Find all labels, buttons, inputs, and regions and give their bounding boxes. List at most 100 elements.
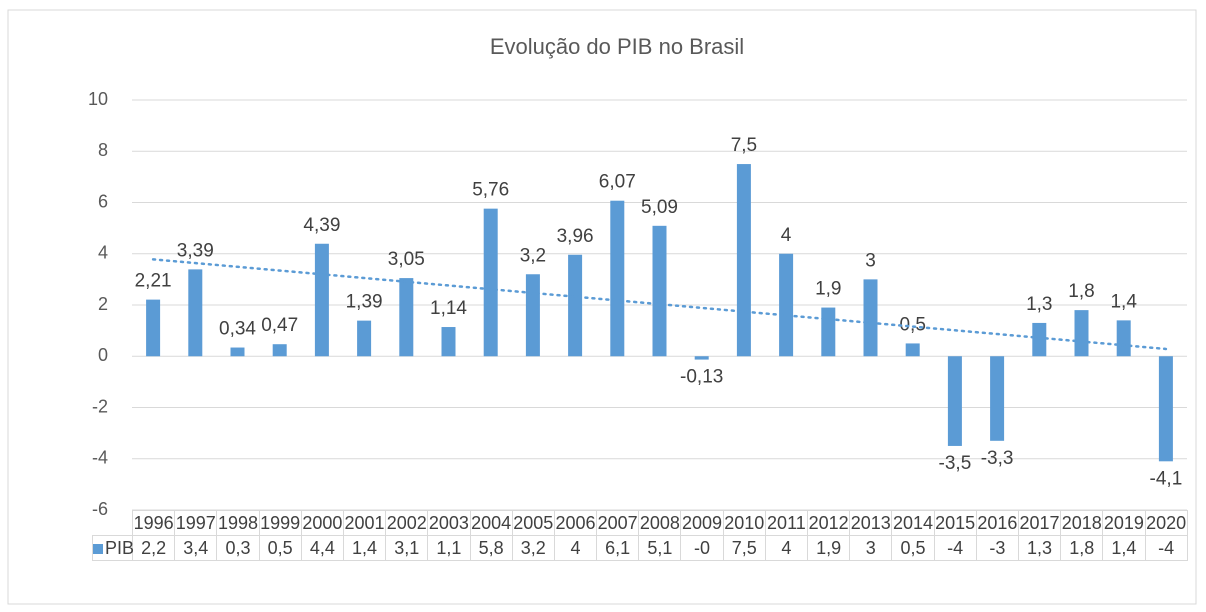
table-value: 0,3 bbox=[216, 535, 260, 561]
data-label: 3,39 bbox=[177, 240, 214, 261]
x-tick-label: 2005 bbox=[511, 510, 555, 536]
data-table: 1996 1997 1998 1999 2000 2001 2002 2003 2004 2005… bbox=[92, 510, 1188, 561]
table-value: 1,9 bbox=[806, 535, 851, 561]
data-label: 6,07 bbox=[599, 172, 636, 193]
bar bbox=[188, 269, 203, 357]
data-label: 0,34 bbox=[219, 319, 256, 340]
x-tick-label: 1997 bbox=[174, 510, 218, 536]
data-label: 3,96 bbox=[557, 226, 594, 247]
table-value: 6,1 bbox=[596, 535, 640, 561]
x-tick-label: 2001 bbox=[342, 510, 387, 536]
bar bbox=[905, 343, 920, 357]
data-label: 3,2 bbox=[520, 245, 546, 266]
bar bbox=[314, 243, 329, 357]
bar bbox=[1074, 310, 1089, 357]
y-tick-label: 8 bbox=[98, 140, 108, 160]
chart-border bbox=[7, 9, 1197, 605]
bar bbox=[610, 200, 625, 357]
data-label: 1,3 bbox=[1026, 294, 1052, 315]
x-tick-label: 2011 bbox=[764, 510, 809, 536]
table-value: 3,2 bbox=[511, 535, 555, 561]
bar bbox=[990, 356, 1005, 441]
table-value: 3,4 bbox=[174, 535, 218, 561]
x-tick-label: 2017 bbox=[1017, 510, 1062, 536]
bar bbox=[694, 356, 709, 360]
bar bbox=[947, 356, 962, 446]
x-tick-label: 2006 bbox=[553, 510, 598, 536]
data-label: 4 bbox=[781, 225, 792, 246]
table-value: 1,4 bbox=[342, 535, 387, 561]
bar bbox=[736, 164, 751, 357]
table-value: 3 bbox=[849, 535, 893, 561]
legend-key bbox=[93, 544, 103, 554]
x-tick-label: 2018 bbox=[1060, 510, 1104, 536]
y-tick-label: -4 bbox=[92, 448, 108, 468]
bar bbox=[399, 278, 414, 357]
data-label: 3,05 bbox=[388, 249, 425, 270]
data-label: -3,3 bbox=[981, 448, 1014, 469]
x-tick-label: 1999 bbox=[258, 510, 302, 536]
data-label: 0,5 bbox=[899, 314, 925, 335]
table-value: 4 bbox=[764, 535, 809, 561]
table-value: 7,5 bbox=[722, 535, 766, 561]
x-tick-label: 2002 bbox=[385, 510, 429, 536]
bar bbox=[652, 225, 667, 357]
bar bbox=[272, 344, 287, 357]
bar bbox=[821, 307, 836, 357]
table-value: 0,5 bbox=[891, 535, 935, 561]
y-tick-label: 6 bbox=[98, 191, 108, 211]
x-tick-label: 2019 bbox=[1102, 510, 1146, 536]
y-tick-label: 0 bbox=[98, 345, 108, 365]
data-label: 5,76 bbox=[472, 180, 509, 201]
data-label: 1,4 bbox=[1110, 291, 1137, 312]
table-value: 4,4 bbox=[300, 535, 344, 561]
x-tick-label: 2000 bbox=[300, 510, 344, 536]
table-value: -0 bbox=[680, 535, 724, 561]
x-tick-label: 1998 bbox=[216, 510, 260, 536]
table-value: 3,1 bbox=[385, 535, 429, 561]
bar bbox=[441, 327, 456, 357]
table-value: 5,8 bbox=[469, 535, 513, 561]
data-label: 2,21 bbox=[135, 271, 172, 292]
table-corner bbox=[92, 510, 133, 536]
table-value: -4 bbox=[1144, 535, 1188, 561]
data-label: -3,5 bbox=[939, 453, 972, 474]
x-tick-label: 2014 bbox=[891, 510, 935, 536]
bar bbox=[568, 254, 583, 357]
data-label: 5,09 bbox=[641, 197, 678, 218]
bar bbox=[779, 253, 794, 357]
bar bbox=[1158, 356, 1173, 462]
x-tick-label: 2016 bbox=[975, 510, 1019, 536]
data-label: -0,13 bbox=[680, 367, 723, 388]
chart-title: Evolução do PIB no Brasil bbox=[490, 34, 744, 59]
bar bbox=[230, 347, 245, 357]
bar bbox=[1116, 320, 1131, 357]
bar bbox=[483, 208, 498, 357]
table-value: 2,2 bbox=[131, 535, 176, 561]
y-tick-label: 2 bbox=[98, 294, 108, 314]
data-label: 1,8 bbox=[1068, 281, 1094, 302]
bar bbox=[1032, 322, 1047, 357]
x-tick-label: 2010 bbox=[722, 510, 766, 536]
x-tick-label: 1996 bbox=[131, 510, 176, 536]
table-value: 1,4 bbox=[1102, 535, 1146, 561]
data-label: 7,5 bbox=[731, 135, 757, 156]
trendline bbox=[151, 258, 1168, 351]
data-label: 1,9 bbox=[815, 279, 841, 300]
y-tick-label: -2 bbox=[92, 396, 108, 416]
table-value: 4 bbox=[553, 535, 598, 561]
x-tick-label: 2007 bbox=[596, 510, 640, 536]
x-tick-label: 2004 bbox=[469, 510, 513, 536]
bar bbox=[863, 279, 878, 357]
table-value: 1,1 bbox=[427, 535, 471, 561]
bar bbox=[357, 320, 372, 357]
table-value: 0,5 bbox=[258, 535, 302, 561]
x-tick-label: 2012 bbox=[806, 510, 851, 536]
legend-label: PIB bbox=[105, 538, 135, 558]
data-label: 1,39 bbox=[346, 292, 383, 313]
table-series-row: PIB 2,2 3,4 0,3 0,5 4,4 1,4 3,1 1,1 5,8 3,2 4 6,1 5,1… bbox=[92, 535, 1188, 561]
table-value: -4 bbox=[933, 535, 977, 561]
table-value: 1,8 bbox=[1060, 535, 1104, 561]
